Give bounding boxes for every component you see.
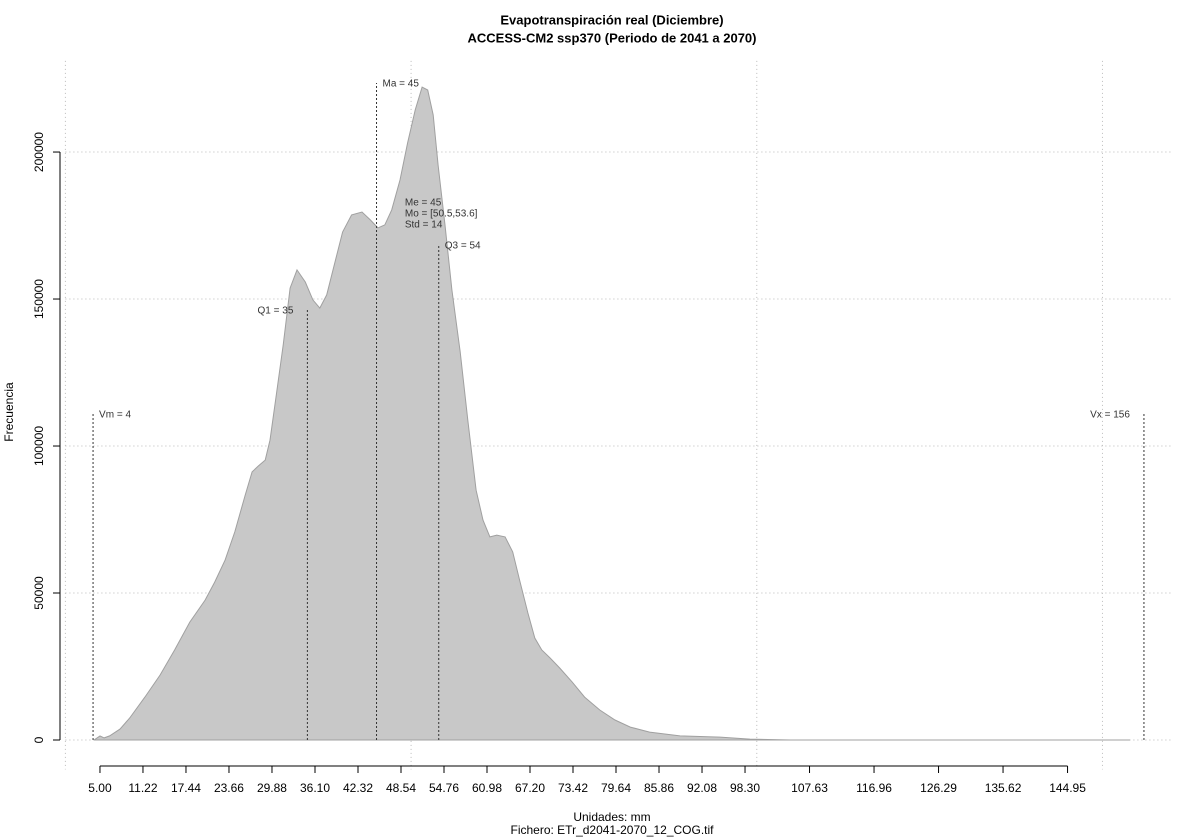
x-tick-label: 85.86 — [644, 781, 674, 795]
x-tick-label: 23.66 — [214, 781, 244, 795]
y-tick-label: 50000 — [32, 576, 46, 610]
chart-title: Evapotranspiración real (Diciembre) — [500, 12, 723, 27]
x-tick-label: 54.76 — [429, 781, 459, 795]
marker-label: Q3 = 54 — [445, 241, 481, 252]
y-tick-label: 200000 — [32, 132, 46, 172]
x-axis-label: Unidades: mm — [573, 810, 650, 824]
marker-label: Vm = 4 — [99, 409, 131, 420]
x-tick-label: 67.20 — [515, 781, 545, 795]
x-tick-label: 92.08 — [687, 781, 717, 795]
x-tick-label: 116.96 — [856, 781, 892, 795]
caption: Fichero: ETr_d2041-2070_12_COG.tif — [511, 823, 715, 837]
x-tick-label: 5.00 — [88, 781, 112, 795]
x-tick-label: 17.44 — [171, 781, 201, 795]
x-tick-label: 135.62 — [985, 781, 1022, 795]
marker-label: Ma = 45 — [383, 79, 420, 90]
x-tick-label: 48.54 — [386, 781, 416, 795]
stat-note: Me = 45 — [405, 198, 442, 209]
x-tick-label: 126.29 — [920, 781, 957, 795]
y-tick-label: 0 — [32, 736, 46, 743]
x-tick-label: 144.95 — [1049, 781, 1086, 795]
marker-label: Q1 = 35 — [258, 306, 294, 317]
y-tick-label: 150000 — [32, 279, 46, 319]
x-tick-label: 98.30 — [730, 781, 760, 795]
x-tick-label: 73.42 — [558, 781, 588, 795]
y-tick-label: 100000 — [32, 426, 46, 466]
chart-subtitle: ACCESS-CM2 ssp370 (Periodo de 2041 a 207… — [467, 30, 756, 45]
x-tick-label: 29.88 — [257, 781, 287, 795]
y-axis-label: Frecuencia — [2, 382, 16, 442]
marker-label: Vx = 156 — [1090, 409, 1130, 420]
stat-note: Mo = [50.5,53.6] — [405, 209, 478, 220]
x-tick-label: 79.64 — [601, 781, 631, 795]
x-tick-label: 42.32 — [343, 781, 373, 795]
x-tick-label: 60.98 — [472, 781, 502, 795]
x-tick-label: 36.10 — [300, 781, 330, 795]
x-tick-label: 11.22 — [128, 781, 157, 795]
density-area — [93, 86, 1131, 741]
x-tick-label: 107.63 — [791, 781, 828, 795]
stat-note: Std = 14 — [405, 220, 443, 231]
